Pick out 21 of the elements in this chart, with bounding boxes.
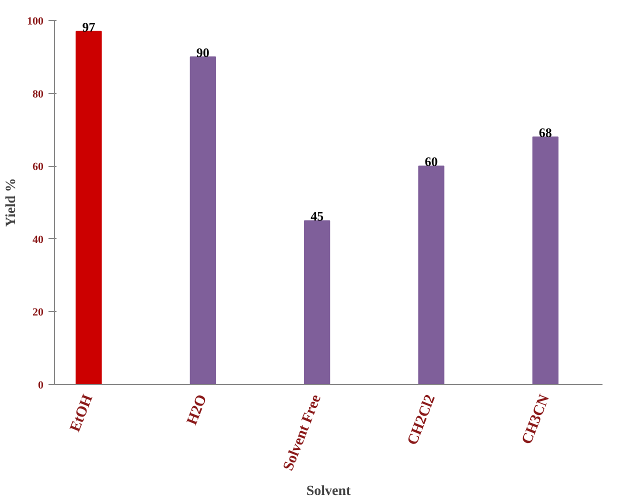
x-tick-label: H2O: [184, 392, 210, 428]
y-tick-label: 20: [32, 306, 44, 319]
y-axis-title: Yield %: [4, 178, 19, 227]
data-label: 90: [196, 44, 210, 60]
bar: [418, 166, 444, 384]
y-tick-label: 60: [32, 161, 44, 174]
x-tick-label: Solvent Free: [280, 392, 325, 474]
x-tick-label: EtOH: [67, 392, 96, 434]
bar: [190, 56, 216, 384]
y-tick-label: 40: [32, 234, 44, 246]
bar: [304, 220, 330, 384]
bar: [76, 30, 102, 384]
bar: [532, 136, 558, 384]
data-label: 60: [424, 154, 438, 170]
data-label: 68: [538, 124, 552, 140]
data-label: 45: [310, 208, 324, 224]
y-tick-label: 0: [38, 380, 44, 392]
data-label: 97: [82, 19, 96, 34]
y-tick-label: 100: [27, 16, 44, 28]
x-axis-title: Solvent: [306, 484, 352, 499]
y-tick-label: 80: [32, 88, 44, 100]
